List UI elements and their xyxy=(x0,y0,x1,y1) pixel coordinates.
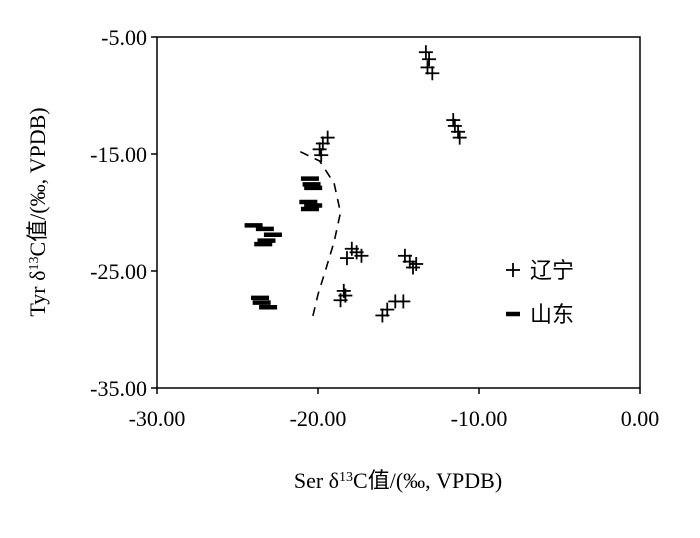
point-liaoning xyxy=(339,251,354,266)
point-liaoning xyxy=(354,248,369,263)
point-liaoning xyxy=(375,308,390,323)
point-liaoning xyxy=(447,118,462,133)
legend-plus-marker xyxy=(506,263,520,277)
x-tick-label: -20.00 xyxy=(290,406,347,431)
y-tick-label: -15.00 xyxy=(90,142,147,167)
y-tick-label: -35.00 xyxy=(90,376,147,401)
x-tick-label: 0.00 xyxy=(621,406,660,431)
point-liaoning xyxy=(451,124,466,139)
tick-group: -30.00 -20.00 -10.00 0.00 -5.00 -15.00 -25.00 -… xyxy=(90,25,659,431)
point-liaoning xyxy=(425,66,440,81)
legend-item-shandong: 山东 xyxy=(506,302,574,327)
y-axis-label: Tyr δ13C值/(‰, VPDB) xyxy=(25,107,50,316)
point-liaoning xyxy=(396,294,411,309)
marker-group xyxy=(244,45,467,323)
point-liaoning xyxy=(409,256,424,271)
point-liaoning xyxy=(315,136,330,151)
y-tick-label: -5.00 xyxy=(101,25,147,50)
point-liaoning xyxy=(422,52,437,67)
x-tick-label: -10.00 xyxy=(451,406,508,431)
plot-area-frame xyxy=(156,36,641,389)
x-axis-label: Ser δ13C值/(‰, VPDB) xyxy=(294,468,502,493)
point-liaoning xyxy=(446,113,461,128)
point-liaoning xyxy=(402,254,417,269)
point-liaoning xyxy=(405,260,420,275)
legend-item-liaoning: 辽宁 xyxy=(506,258,574,283)
point-liaoning xyxy=(452,130,467,145)
point-liaoning xyxy=(312,142,327,157)
y-tick-label: -25.00 xyxy=(90,259,147,284)
x-tick-label: -30.00 xyxy=(129,406,186,431)
point-liaoning xyxy=(314,148,329,163)
point-liaoning xyxy=(418,45,433,60)
legend-label-liaoning: 辽宁 xyxy=(530,258,574,283)
legend: 辽宁 山东 xyxy=(506,258,574,327)
legend-label-shandong: 山东 xyxy=(530,302,574,327)
point-liaoning xyxy=(333,293,348,308)
